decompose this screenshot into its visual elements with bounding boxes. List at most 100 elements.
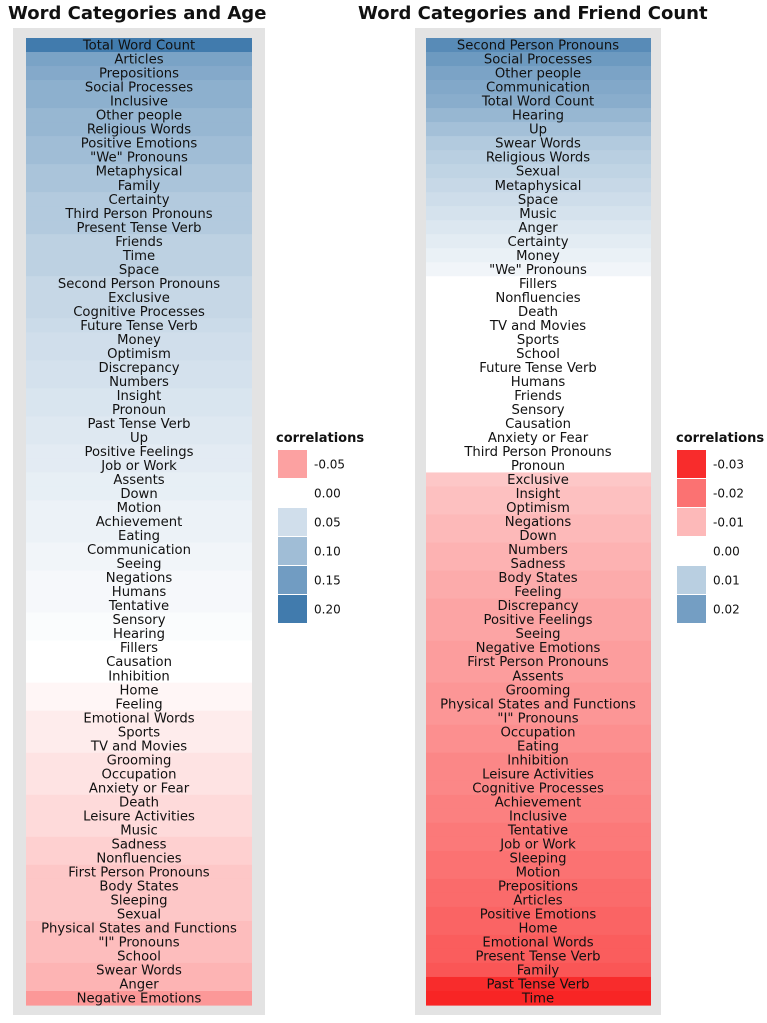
category-label: Sports xyxy=(517,333,559,348)
category-label: Humans xyxy=(511,375,566,390)
category-label: Physical States and Functions xyxy=(41,922,237,937)
heatmap-cell xyxy=(26,528,252,544)
category-label: Inclusive xyxy=(509,809,567,824)
heatmap-cell xyxy=(426,752,651,768)
heatmap-cell xyxy=(26,948,252,964)
legend-swatch xyxy=(677,595,706,623)
category-label: First Person Pronouns xyxy=(68,865,210,880)
category-label: Social Processes xyxy=(484,53,592,68)
category-label: Friends xyxy=(115,235,163,250)
age-legend-title: correlations xyxy=(276,431,364,446)
heatmap-cell xyxy=(426,52,651,67)
category-label: Religious Words xyxy=(486,151,590,166)
legend-label: 0.00 xyxy=(314,487,341,501)
heatmap-cell xyxy=(426,598,651,614)
heatmap-cell xyxy=(26,38,252,53)
category-label: Grooming xyxy=(107,753,172,768)
heatmap-cell xyxy=(26,500,252,516)
heatmap-cell xyxy=(26,486,252,502)
heatmap-cell xyxy=(26,766,252,782)
category-label: Numbers xyxy=(508,543,568,558)
category-label: Negative Emotions xyxy=(77,992,202,1007)
heatmap-cell xyxy=(26,934,252,950)
category-label: Fillers xyxy=(519,277,557,292)
category-label: Exclusive xyxy=(108,291,170,306)
heatmap-cell xyxy=(26,122,252,137)
heatmap-cell xyxy=(26,430,252,446)
category-label: Articles xyxy=(513,893,562,908)
heatmap-cell xyxy=(426,766,651,782)
category-label: Home xyxy=(519,922,558,937)
category-label: Feeling xyxy=(115,697,162,712)
heatmap-cell xyxy=(426,878,651,894)
legend-swatch xyxy=(278,595,307,623)
category-label: Sexual xyxy=(516,165,560,180)
category-label: Future Tense Verb xyxy=(80,319,198,334)
heatmap-cell xyxy=(426,346,651,361)
heatmap-cell xyxy=(426,486,651,502)
category-label: Sensory xyxy=(511,403,564,418)
category-label: Sports xyxy=(118,725,160,740)
category-label: Fillers xyxy=(120,641,158,656)
category-label: Hearing xyxy=(512,109,564,124)
heatmap-cell xyxy=(26,598,252,614)
heatmap-cell xyxy=(426,724,651,740)
heatmap-cell xyxy=(426,38,651,53)
heatmap-cell xyxy=(26,584,252,600)
heatmap-cell xyxy=(426,626,651,642)
legend-label: -0.03 xyxy=(713,458,744,472)
category-label: Optimism xyxy=(506,501,570,516)
heatmap-cell xyxy=(426,206,651,221)
category-label: Causation xyxy=(106,655,172,670)
heatmap-cell xyxy=(26,990,252,1006)
heatmap-cell xyxy=(26,416,252,431)
heatmap-cell xyxy=(26,794,252,810)
heatmap-cell xyxy=(26,878,252,894)
category-label: Job or Work xyxy=(499,837,576,852)
category-label: Nonfluencies xyxy=(495,291,580,306)
heatmap-cell xyxy=(26,150,252,165)
heatmap-cell xyxy=(426,934,651,950)
heatmap-cell xyxy=(426,220,651,235)
category-label: Emotional Words xyxy=(482,936,593,951)
category-label: Family xyxy=(118,179,161,194)
heatmap-cell xyxy=(26,724,252,740)
heatmap-cell xyxy=(426,234,651,249)
friend-count-heatmap-cells xyxy=(426,38,651,1006)
category-label: Home xyxy=(120,683,159,698)
heatmap-cell xyxy=(426,570,651,586)
legend-swatch xyxy=(278,566,307,594)
heatmap-cell xyxy=(426,444,651,460)
age-heatmap-cells xyxy=(26,38,252,1006)
legend-swatch xyxy=(278,508,307,536)
category-label: School xyxy=(117,950,161,965)
category-label: Certainty xyxy=(508,235,569,250)
category-label: Present Tense Verb xyxy=(76,221,201,236)
category-label: Present Tense Verb xyxy=(475,950,600,965)
category-label: Leisure Activities xyxy=(482,767,594,782)
heatmap-cell xyxy=(26,234,252,249)
heatmap-cell xyxy=(426,850,651,866)
category-label: Social Processes xyxy=(85,81,193,96)
category-label: Humans xyxy=(112,585,167,600)
heatmap-cell xyxy=(426,276,651,291)
heatmap-cell xyxy=(26,458,252,474)
heatmap-cell xyxy=(26,836,252,852)
heatmap-cell xyxy=(426,248,651,263)
heatmap-cell xyxy=(426,164,651,179)
heatmap-cell xyxy=(426,304,651,319)
category-label: Positive Feelings xyxy=(84,445,193,460)
heatmap-cell xyxy=(26,570,252,586)
category-label: Swear Words xyxy=(96,964,182,979)
heatmap-cell xyxy=(426,318,651,333)
heatmap-cell xyxy=(426,738,651,754)
category-label: Space xyxy=(119,263,159,278)
legend-swatch xyxy=(677,537,706,565)
category-label: Seeing xyxy=(117,557,162,572)
category-label: Future Tense Verb xyxy=(479,361,597,376)
category-label: Inhibition xyxy=(507,753,569,768)
heatmap-cell xyxy=(26,388,252,403)
category-label: "We" Pronouns xyxy=(90,151,188,166)
